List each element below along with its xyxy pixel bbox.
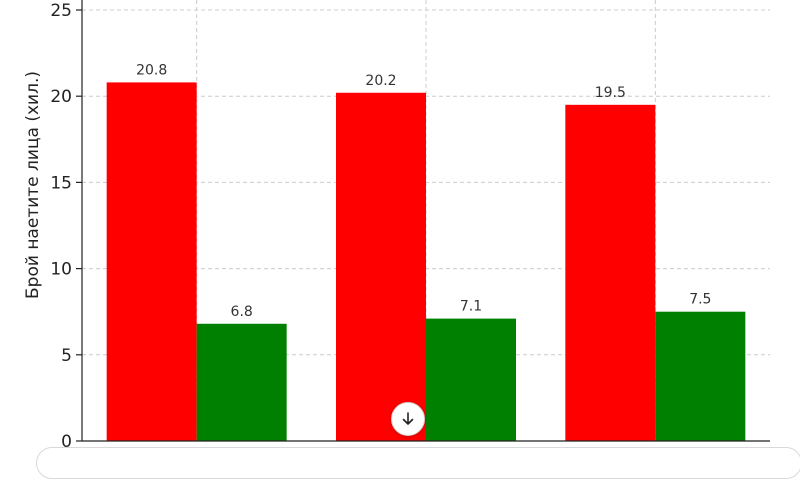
scroll-down-button[interactable] (391, 402, 425, 436)
y-axis-title: Брой наетите лица (хил.) (23, 71, 43, 299)
bar-chart: 20.8 20.2 19.5 6.8 7.1 7.5 0 5 10 15 20 25 Брой на… (23, 0, 770, 452)
data-label: 7.5 (689, 292, 711, 308)
y-axis: 0 5 10 15 20 25 (50, 0, 770, 452)
bar (106, 82, 197, 442)
bar (565, 104, 656, 441)
data-labels: 20.8 20.2 19.5 6.8 7.1 7.5 (136, 62, 711, 319)
data-label: 20.2 (365, 73, 396, 89)
y-tick-label: 25 (50, 1, 72, 21)
y-tick-label: 5 (61, 346, 72, 366)
arrow-down-icon (402, 412, 414, 425)
y-tick-label: 10 (50, 260, 72, 280)
data-label: 19.5 (595, 85, 626, 101)
message-composer[interactable] (36, 447, 800, 479)
data-label: 20.8 (136, 62, 167, 78)
data-label: 7.1 (460, 299, 482, 315)
data-label: 6.8 (231, 304, 253, 320)
bar (196, 323, 287, 441)
bar (426, 318, 516, 441)
y-tick-label: 0 (61, 432, 72, 452)
bars (106, 82, 746, 442)
y-tick-label: 20 (50, 87, 72, 107)
bar (336, 92, 426, 441)
bar (655, 311, 746, 441)
y-tick-label: 15 (50, 173, 72, 193)
